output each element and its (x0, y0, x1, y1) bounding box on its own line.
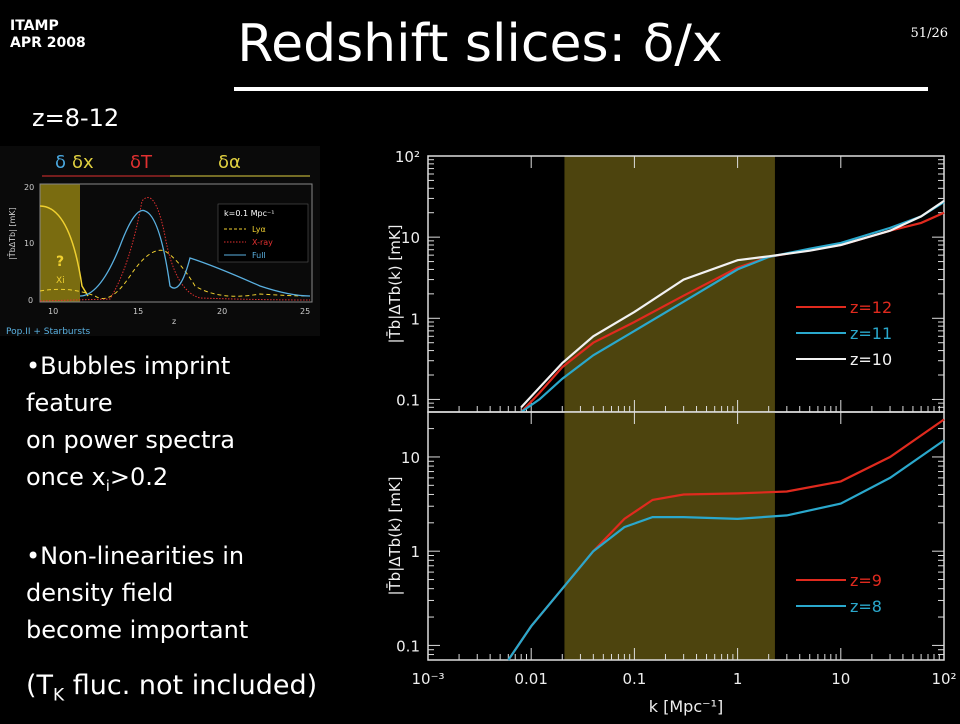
inset-xlabel: z (172, 317, 176, 326)
legend-z-8-label: z=8 (850, 597, 882, 616)
series-z-8-line (507, 439, 945, 661)
bullet-2-line-2: density field (26, 579, 174, 607)
inset-label-deltaalpha: δα (218, 152, 241, 173)
panel-1-highlight-band (564, 412, 775, 660)
inset-label-deltax: δx (72, 152, 94, 173)
legend-z-12-label: z=12 (850, 298, 892, 317)
inset-lya-curve (39, 249, 311, 299)
panel-0-ytick-label: 0.1 (396, 391, 420, 409)
x-axis-label: k [Mpc⁻¹] (649, 697, 723, 716)
inset-band (40, 184, 80, 302)
footnote-post: fluc. not included) (64, 670, 318, 701)
bullet-1-tail-post: >0.2 (109, 463, 169, 491)
conference-name: ITAMP (10, 18, 59, 34)
bullet-nonlinear: •Non-linearities in density field become… (26, 538, 346, 649)
bullet-2-line-3: become important (26, 616, 249, 644)
panel-0-ytick-label: 1 (410, 310, 420, 328)
legend-z-11-label: z=11 (850, 324, 892, 343)
title-underline (234, 87, 928, 91)
power-spectrum-chart: 10² 10 1 0.1 |T̄b|ΔTb(k) [mK] z=12 z=11 z=10 10 1… (360, 142, 960, 720)
inset-footer: Pop.II + Starbursts (6, 327, 91, 336)
panel-1-ytick-label: 10 (401, 449, 420, 467)
conference-label: ITAMP APR 2008 (10, 18, 86, 52)
inset-ytick-10: 10 (24, 239, 34, 248)
bullet-2-line-1: •Non-linearities in (26, 542, 245, 570)
inset-xi-curve (39, 205, 89, 297)
inset-xi: Xi (56, 276, 65, 286)
legend-z-10-label: z=10 (850, 350, 892, 369)
bullet-1-line-1: •Bubbles imprint (26, 352, 231, 380)
bullet-1-line-3: on power spectra (26, 426, 236, 454)
legend-z-9-label: z=9 (850, 571, 882, 590)
inset-label-deltaT: δT (130, 152, 153, 173)
redshift-range: z=8-12 (32, 104, 120, 132)
inset-question: ? (56, 254, 64, 270)
footnote-pre: (T (26, 670, 54, 701)
inset-xtick-10: 10 (48, 307, 58, 316)
bullet-1-line-4: once xi>0.2 (26, 459, 346, 505)
bullet-bubbles: •Bubbles imprint feature on power spectr… (26, 348, 346, 505)
xtick-label: 1 (733, 670, 743, 688)
series-z-11-line (520, 201, 945, 413)
series-z-10-line (520, 199, 945, 409)
inset-legend-title: k=0.1 Mpc⁻¹ (224, 209, 274, 218)
inset-legend (217, 203, 309, 263)
inset-xtick-15: 15 (133, 307, 143, 316)
inset-legend-lya: Lyα (252, 225, 266, 234)
panel-1-ylabel: |T̄b|ΔTb(k) [mK] (385, 476, 404, 595)
inset-ylabel: |T̄bΔTb| [mK] (7, 207, 17, 260)
inset-label-delta: δ (55, 152, 66, 173)
xtick-label: 0.1 (622, 670, 646, 688)
xtick-label: 10 (831, 670, 850, 688)
inset-legend-full: Full (252, 251, 266, 260)
bullet-1-tail-sub: i (105, 476, 110, 495)
inset-figure: δ δx δT δα |T̄bΔTb| [mK] 0 10 20 10 15 2… (0, 146, 320, 337)
inset-xtick-25: 25 (300, 307, 310, 316)
slide-title: Redshift slices: δ/x (237, 14, 723, 74)
panel-0-ytick-label: 10² (395, 148, 420, 166)
inset-xtick-20: 20 (217, 307, 227, 316)
conference-date: APR 2008 (10, 35, 86, 51)
panel-1-frame (427, 411, 945, 661)
panel-0-ylabel: |T̄b|ΔTb(k) [mK] (385, 224, 404, 343)
bullet-1-line-2: feature (26, 389, 113, 417)
footnote: (TK fluc. not included) (26, 670, 317, 705)
panel-0-ytick-label: 10 (401, 229, 420, 247)
panel-1-ytick-label: 0.1 (396, 637, 420, 655)
page-number: 51/26 (910, 26, 948, 41)
xtick-label: 0.01 (514, 670, 547, 688)
panel-1-ytick-label: 1 (410, 543, 420, 561)
xtick-label: 10⁻³ (411, 670, 444, 688)
inset-ytick-20: 20 (24, 183, 34, 192)
footnote-sub: K (53, 685, 65, 706)
bullet-1-tail-pre: once x (26, 463, 106, 491)
xtick-label: 10² (931, 670, 956, 688)
panel-0-highlight-band (564, 156, 775, 412)
inset-frame (39, 183, 313, 303)
inset-ytick-0: 0 (28, 296, 33, 305)
inset-legend-xray: X-ray (252, 238, 273, 247)
inset-full-curve (79, 209, 311, 297)
